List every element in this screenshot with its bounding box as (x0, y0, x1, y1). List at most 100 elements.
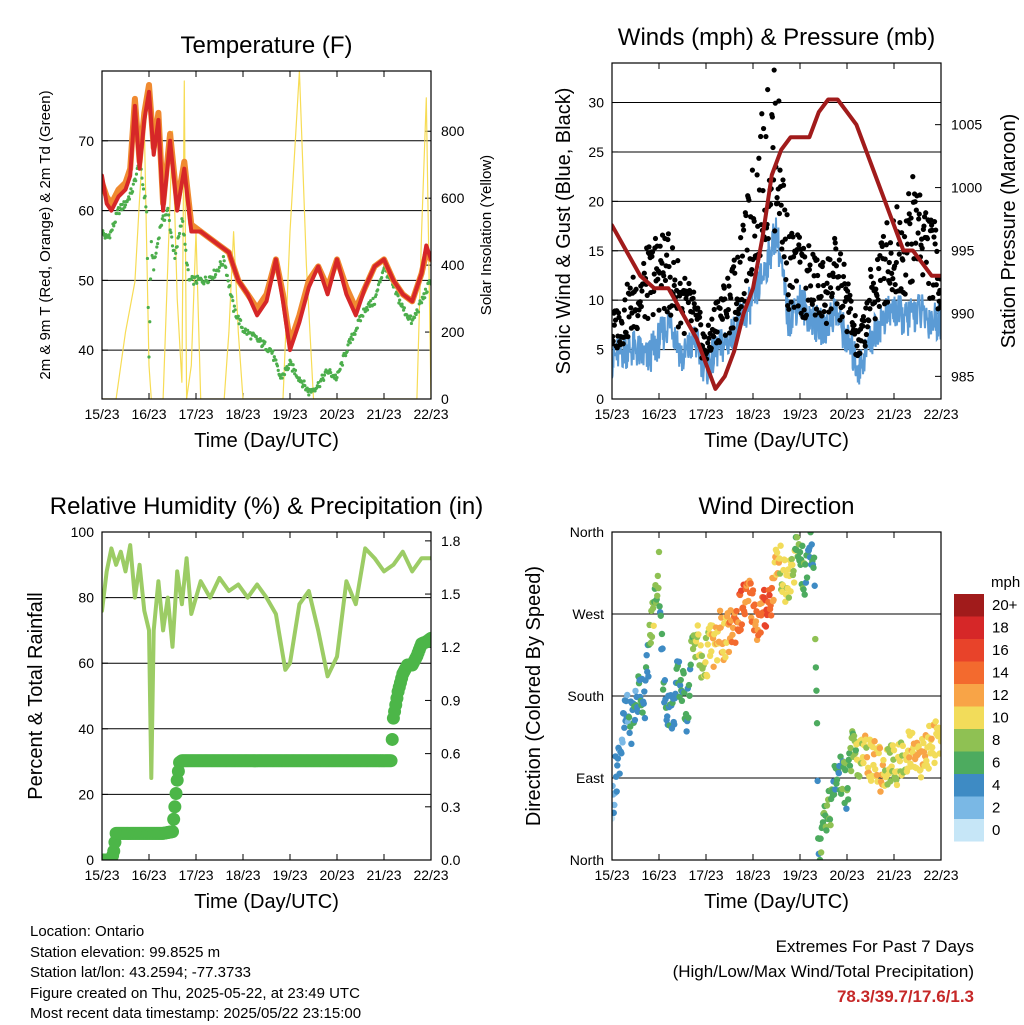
gust-point (612, 322, 617, 328)
gust-point (824, 280, 830, 286)
gust-point (904, 241, 911, 247)
legend-label: 0 (992, 822, 1000, 839)
direction-point (719, 648, 727, 656)
y-tick-label: East (576, 770, 604, 786)
direction-point (713, 657, 721, 664)
direction-point (802, 561, 809, 568)
dewpoint-point (232, 304, 236, 308)
direction-point (932, 718, 939, 725)
gust-point (803, 285, 809, 291)
direction-point (612, 782, 616, 790)
direction-point (863, 753, 871, 761)
dewpoint-point (289, 360, 293, 364)
dewpoint-point (168, 228, 172, 232)
dewpoint-point (263, 340, 267, 344)
gust-point (936, 298, 941, 304)
x-tick-label: 19/23 (272, 867, 307, 883)
gust-point (872, 316, 878, 322)
direction-point (812, 635, 819, 643)
dewpoint-point (130, 190, 135, 194)
gust-point (854, 343, 860, 349)
gust-point (875, 297, 881, 303)
dewpoint-point (338, 367, 342, 371)
gust-point (669, 245, 676, 251)
y-tick-label: 20 (588, 193, 604, 209)
gust-point (725, 275, 731, 281)
gust-point (931, 219, 938, 225)
direction-point (704, 641, 711, 648)
legend-label: 8 (992, 732, 1000, 749)
direction-point (677, 676, 684, 684)
chart-title: Winds (mph) & Pressure (mb) (618, 24, 935, 51)
direction-point (813, 720, 821, 727)
gust-point (863, 305, 869, 311)
gust-point (863, 331, 869, 338)
station-location: Location: Ontario (30, 923, 145, 940)
gust-point (887, 240, 894, 246)
dewpoint-point (213, 275, 217, 279)
gust-point (705, 340, 711, 346)
gust-point (711, 333, 717, 340)
extremes-subheading: (High/Low/Max Wind/Total Precipitation) (672, 962, 974, 981)
y2-tick-label: 1.5 (441, 586, 461, 602)
dewpoint-point (218, 260, 222, 264)
gust-point (716, 339, 723, 345)
gust-point (867, 266, 874, 272)
gust-point (696, 314, 703, 320)
dewpoint-point (378, 280, 382, 284)
dewpoint-point (163, 218, 167, 222)
gust-point (823, 320, 830, 327)
extremes-values: 78.3/39.7/17.6/1.3 (836, 987, 974, 1006)
legend-swatch (954, 661, 984, 684)
legend-swatch (954, 639, 984, 662)
gust-point (661, 273, 667, 279)
y-tick-label: North (570, 852, 604, 868)
y2-tick-label: 1.8 (441, 533, 461, 549)
direction-point (871, 738, 878, 745)
gust-point (815, 272, 821, 279)
legend-swatch (954, 684, 984, 707)
direction-point (614, 755, 622, 762)
dewpoint-point (236, 314, 240, 318)
y2-tick-label: 1005 (951, 117, 982, 133)
gust-point (930, 294, 936, 301)
direction-point (880, 756, 887, 764)
gust-point (806, 267, 813, 273)
dewpoint-point (185, 263, 189, 267)
gust-point (765, 86, 771, 93)
dewpoint-point (182, 233, 186, 237)
dewpoint-point (143, 194, 147, 198)
direction-point (685, 714, 692, 721)
direction-point (661, 677, 669, 684)
station-info: Location: Ontario Station elevation: 99.… (30, 922, 361, 1025)
gust-point (920, 272, 926, 278)
direction-point (920, 739, 927, 747)
gust-point (782, 207, 788, 213)
y2-tick-label: 800 (441, 123, 465, 139)
direction-point (893, 781, 901, 789)
y-tick-label: 25 (588, 144, 604, 160)
gust-point (620, 341, 626, 347)
gust-point (697, 309, 703, 315)
dewpoint-point (140, 176, 144, 180)
gust-point (630, 274, 636, 280)
direction-point (671, 721, 678, 728)
direction-point (702, 659, 709, 666)
plot-border (611, 531, 942, 861)
x-tick-label: 22/23 (413, 867, 448, 883)
gust-point (933, 227, 939, 233)
direction-point (618, 750, 625, 757)
direction-point (856, 773, 863, 780)
gust-point (909, 241, 915, 247)
gust-point (752, 233, 758, 239)
gust-point (790, 254, 797, 260)
direction-point (872, 766, 879, 773)
series-direction (612, 532, 941, 860)
x-tick-label: 15/23 (84, 406, 119, 422)
gust-point (912, 199, 918, 205)
direction-point (890, 746, 898, 754)
y-tick-label: 15 (588, 243, 604, 259)
direction-point (931, 759, 938, 767)
direction-point (816, 856, 824, 860)
dewpoint-point (195, 274, 200, 278)
